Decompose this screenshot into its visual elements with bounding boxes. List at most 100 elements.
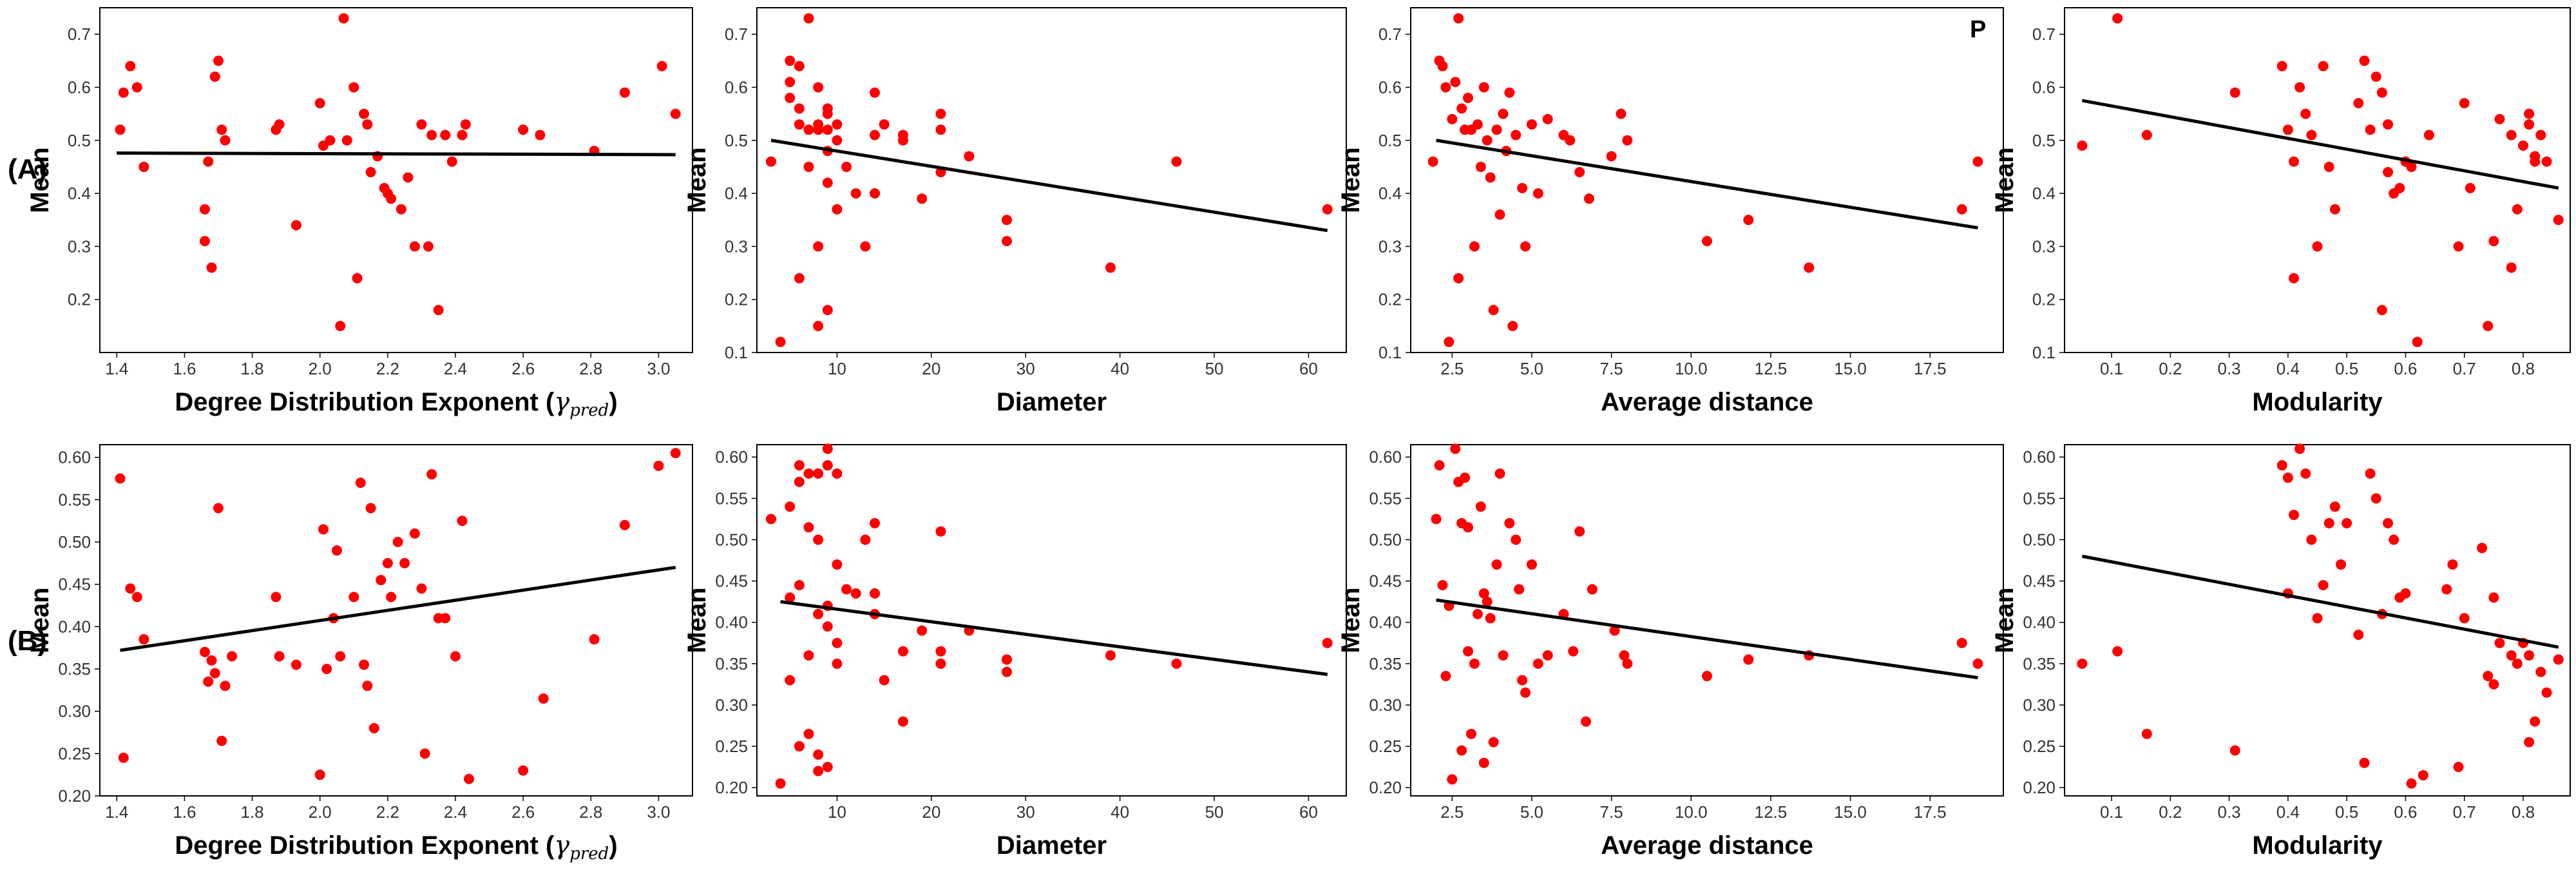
data-point — [341, 135, 352, 146]
data-point — [538, 693, 549, 704]
data-point — [1475, 501, 1486, 512]
y-tick-label: 0.20 — [2023, 778, 2056, 797]
data-point — [1498, 650, 1509, 661]
data-point — [1482, 135, 1493, 146]
data-point — [518, 124, 529, 135]
data-point — [206, 262, 217, 273]
y-tick-label: 0.4 — [725, 184, 748, 203]
data-point — [376, 575, 386, 586]
data-point — [2447, 559, 2458, 570]
data-point — [1485, 172, 1496, 183]
data-point — [1517, 675, 1528, 686]
data-point — [2312, 613, 2323, 624]
data-point — [870, 188, 880, 199]
data-point — [832, 135, 843, 146]
data-point — [794, 476, 805, 487]
x-axis-label-symbol: γ — [554, 387, 569, 417]
data-point — [832, 468, 843, 479]
data-point — [1565, 135, 1576, 146]
data-point — [803, 522, 814, 533]
data-point — [2376, 305, 2387, 316]
data-point — [850, 188, 861, 199]
data-point — [935, 526, 946, 537]
x-tick-label: 0.1 — [2100, 359, 2123, 378]
data-point — [386, 592, 397, 603]
y-tick-label: 0.45 — [715, 572, 748, 591]
data-point — [1478, 82, 1489, 93]
plot-frame — [99, 7, 693, 353]
data-point — [935, 124, 946, 135]
data-point — [1478, 757, 1489, 768]
regression-line — [780, 600, 1328, 676]
y-tick-label: 0.4 — [68, 184, 91, 203]
data-point — [1171, 156, 1182, 167]
x-axis-label-subscript: pred — [569, 401, 609, 420]
data-point — [870, 588, 880, 599]
data-point — [2077, 658, 2088, 669]
data-point — [1504, 87, 1515, 98]
x-tick-label: 7.5 — [1600, 359, 1623, 378]
data-point — [213, 503, 224, 514]
y-tick-label: 0.30 — [2023, 695, 2056, 715]
data-point — [813, 468, 824, 479]
data-point — [1456, 103, 1467, 114]
y-tick-label: 0.55 — [58, 490, 91, 509]
data-point — [1743, 654, 1754, 665]
data-point — [271, 592, 281, 603]
x-axis-label-subscript: pred — [569, 844, 609, 864]
data-point — [460, 119, 471, 130]
y-tick-label: 0.35 — [715, 654, 748, 673]
data-point — [396, 204, 406, 215]
data-point — [1956, 637, 1967, 648]
data-point — [917, 625, 928, 636]
data-point — [2512, 658, 2523, 669]
data-point — [794, 741, 805, 752]
data-point — [2282, 124, 2293, 135]
y-tick-label: 0.60 — [2023, 447, 2056, 467]
data-point — [1494, 209, 1505, 220]
data-point — [216, 124, 227, 135]
x-tick-label: 40 — [1111, 802, 1129, 822]
data-point — [1488, 737, 1499, 748]
x-tick-label: 60 — [1299, 802, 1318, 822]
y-tick-label: 0.35 — [58, 659, 91, 679]
x-tick-label: 0.8 — [2512, 359, 2535, 378]
x-axis-label: Modularity — [2252, 831, 2383, 860]
x-tick-label: 0.4 — [2276, 359, 2300, 378]
data-point — [1532, 658, 1543, 669]
x-tick-label: 0.6 — [2394, 802, 2417, 822]
x-tick-label: 2.6 — [511, 802, 535, 822]
data-point — [1001, 215, 1012, 226]
data-point — [935, 646, 946, 657]
scatter-panel-8: 0.1 0.2 0.3 0.4 0.5 0.6 0.7 0.8 0.20 0.25 0.30 0.35… — [1987, 443, 2576, 870]
y-axis-label: Mean — [683, 587, 711, 653]
data-point — [803, 468, 814, 479]
data-point — [2423, 130, 2434, 140]
data-point — [1482, 596, 1493, 607]
data-point — [403, 172, 414, 183]
data-point — [2441, 584, 2452, 595]
data-point — [850, 588, 861, 599]
y-tick-label: 0.50 — [58, 532, 91, 552]
data-point — [832, 119, 843, 130]
data-point — [794, 119, 805, 130]
y-axis-label: Mean — [26, 587, 54, 653]
y-tick-label: 0.5 — [2032, 131, 2056, 150]
data-point — [1491, 124, 1502, 135]
scatter-panel-6: 10 20 30 40 50 60 0.20 0.25 0.30 0.35 0.40 0.45 0.50… — [680, 443, 1353, 870]
y-tick-label: 0.25 — [58, 744, 91, 763]
data-point — [318, 524, 329, 535]
data-point — [2288, 273, 2299, 284]
plot-frame — [2064, 7, 2571, 353]
data-point — [822, 460, 833, 471]
data-point — [765, 514, 776, 525]
data-point — [1322, 637, 1333, 648]
x-tick-label: 40 — [1111, 359, 1129, 378]
data-point — [1609, 625, 1620, 636]
data-point — [2276, 460, 2287, 471]
data-point — [2524, 737, 2535, 748]
data-point — [199, 204, 210, 215]
data-point — [203, 676, 214, 687]
scatter-chart-svg: 0.1 0.2 0.3 0.4 0.5 0.6 0.7 0.8 0.1 0.2 0.3 0.4 0.5 0… — [1990, 7, 2571, 416]
data-point — [619, 519, 630, 530]
